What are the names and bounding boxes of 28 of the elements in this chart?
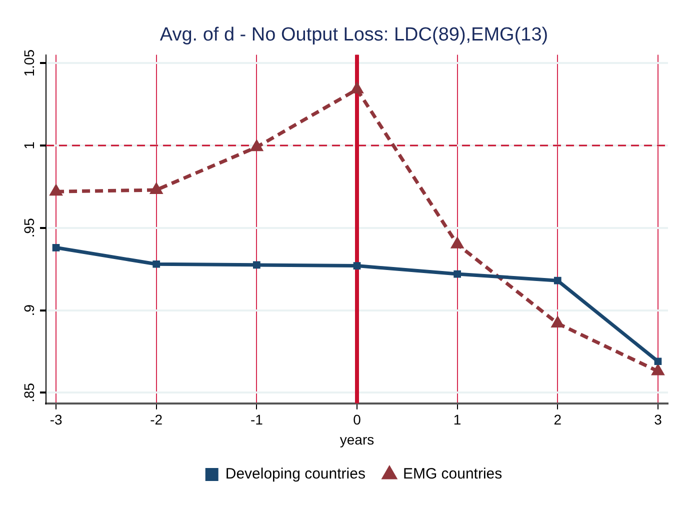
y-tick-label: .85 <box>20 382 37 402</box>
y-tick-label: .9 <box>20 304 37 316</box>
y-tick-label: 1 <box>20 141 37 150</box>
x-tick-label: 0 <box>353 412 362 428</box>
x-tick-label: 2 <box>554 412 562 428</box>
x-axis-title: years <box>340 431 374 448</box>
point <box>554 276 562 284</box>
x-tick-label: 1 <box>453 412 462 428</box>
point <box>350 82 364 94</box>
x-tick-label: -3 <box>50 412 62 428</box>
x-tick-label: -2 <box>150 412 163 428</box>
point <box>654 358 662 366</box>
point <box>450 236 464 248</box>
point <box>454 270 462 278</box>
chart-title: Avg. of d - No Output Loss: LDC(89),EMG(13) <box>160 24 548 46</box>
point <box>252 261 260 269</box>
point <box>49 184 63 196</box>
legend-label: EMG countries <box>402 466 502 483</box>
point <box>353 262 361 270</box>
point <box>152 260 160 268</box>
legend-label: Developing countries <box>225 466 366 483</box>
x-tick-label: 3 <box>654 412 662 428</box>
y-tick-label: 1.05 <box>20 49 37 77</box>
point <box>52 244 60 252</box>
point <box>250 140 264 152</box>
point <box>150 182 163 194</box>
x-tick-label: -1 <box>250 412 264 428</box>
y-tick-label: .95 <box>20 218 37 238</box>
